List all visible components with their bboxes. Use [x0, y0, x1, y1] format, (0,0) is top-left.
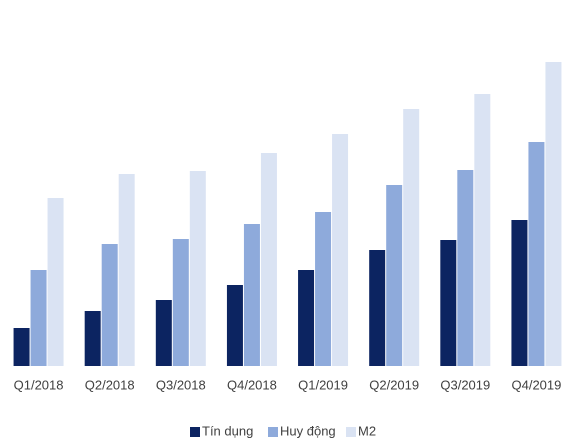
x-tick-label: Q3/2019 [440, 377, 490, 392]
x-tick-label: Q2/2018 [85, 377, 135, 392]
x-tick-label: Q4/2019 [512, 377, 562, 392]
bar [386, 185, 403, 366]
legend-label: M2 [358, 423, 376, 438]
bar [403, 109, 420, 366]
legend-label: Tín dụng [202, 423, 253, 438]
bar [440, 240, 457, 366]
bar [47, 198, 64, 366]
bar [315, 212, 332, 366]
x-tick-label: Q1/2019 [298, 377, 348, 392]
bar [545, 62, 562, 366]
bar [118, 174, 135, 366]
x-tick-label: Q1/2018 [14, 377, 64, 392]
x-tick-label: Q4/2018 [227, 377, 277, 392]
bar [332, 134, 349, 366]
bar [457, 170, 474, 366]
bar [172, 239, 189, 366]
bar [511, 220, 528, 366]
bar [298, 270, 315, 366]
legend-swatch [190, 427, 200, 437]
bar [101, 244, 118, 366]
legend-swatch [268, 427, 278, 437]
bar [474, 94, 491, 366]
bar [84, 311, 101, 366]
legend-swatch [346, 427, 356, 437]
bar [13, 328, 30, 366]
bar [30, 270, 47, 366]
bar [369, 250, 386, 366]
x-tick-label: Q3/2018 [156, 377, 206, 392]
bar [260, 153, 277, 366]
bar [243, 224, 260, 366]
legend-label: Huy động [280, 423, 336, 438]
bar [189, 171, 206, 366]
bar [226, 285, 243, 366]
bar [528, 142, 545, 366]
x-tick-label: Q2/2019 [369, 377, 419, 392]
bar [155, 300, 172, 366]
